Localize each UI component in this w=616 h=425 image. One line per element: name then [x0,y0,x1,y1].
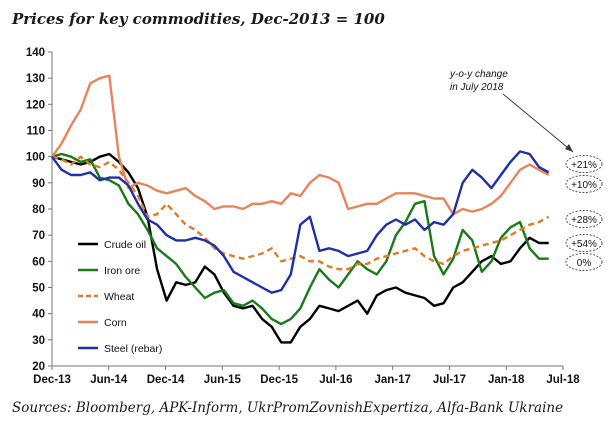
yoy-label-iron-ore: 0% [577,258,592,269]
x-tick-label: Dec-14 [147,374,185,386]
y-tick-label: 140 [26,47,45,59]
y-tick-label: 130 [26,73,45,85]
series-line-crude-oil [51,152,549,344]
y-tick-label: 80 [32,204,45,216]
y-tick-label: 20 [32,361,45,373]
x-tick-label: Jan-17 [374,374,410,386]
y-tick-label: 120 [26,99,45,111]
series-line-steel-rebar [51,150,550,294]
annotation-arrowhead [565,144,573,152]
legend-item-wheat: Wheat [78,291,134,303]
x-tick-label: Jul-16 [319,374,352,386]
yoy-badge-iron-ore: 0% [565,253,603,271]
source-note: Sources: Bloomberg, APK-Inform, UkrPromZ… [12,400,563,416]
y-tick-label: 60 [32,256,45,268]
plot-area: 20 30 40 50 60 70 80 90 100 110 120 130 140 Dec-13 Ju… [26,47,580,386]
y-tick-label: 40 [32,309,45,321]
legend-label-crude-oil: Crude oil [104,239,146,251]
y-tick-label: 90 [32,178,45,190]
yoy-badge-corn: +21% [565,155,603,173]
x-tick-label: Jan-18 [488,374,525,386]
y-tick-label: 30 [32,335,45,347]
legend-item-crude-oil: Crude oil [78,239,146,251]
yoy-label-steel: +10% [571,180,597,191]
x-tick-label: Jul-17 [433,374,466,386]
series-line-iron-ore [51,152,549,326]
legend-label-corn: Corn [104,317,127,329]
y-tick-label: 110 [26,126,45,138]
series-line-wheat [51,155,550,271]
annotation-arrow [502,93,574,153]
y-tick-label: 50 [32,283,45,295]
x-tick-label: Dec-13 [33,374,71,386]
yoy-label-crude-oil: +54% [571,239,597,250]
legend-item-steel: Steel (rebar) [78,343,162,355]
yoy-label-wheat: +28% [571,215,597,226]
legend: Crude oil Iron ore Wheat Corn Steel (reb… [78,239,162,355]
yoy-badge-steel: +10% [565,175,603,193]
legend-label-wheat: Wheat [104,291,134,303]
x-tick-label: Jul-18 [546,374,580,386]
x-tick-label: Jun-15 [204,374,242,386]
series-lines [51,74,550,344]
x-tick-label: Jun-14 [90,374,128,386]
y-axis-ticks: 20 30 40 50 60 70 80 90 100 110 120 130 140 [26,47,52,373]
x-axis-ticks: Dec-13 Jun-14 Dec-14 Jun-15 Dec-15 Jul-16 Jan-… [33,366,580,386]
yoy-label-corn: +21% [571,160,597,171]
yoy-badge-wheat: +28% [565,210,603,228]
legend-label-iron-ore: Iron ore [104,265,140,277]
annotation-line-2: in July 2018 [450,82,504,93]
yoy-badges: +21% +10% +28% +54% 0% [565,155,603,271]
yoy-badge-crude-oil: +54% [565,234,603,252]
x-tick-label: Dec-15 [260,374,298,386]
legend-label-steel: Steel (rebar) [104,343,162,355]
legend-item-corn: Corn [78,317,127,329]
chart-title: Prices for key commodities, Dec-2013 = 1… [11,10,385,28]
annotation-line-1: y-o-y change [449,69,508,80]
y-tick-label: 70 [32,230,45,242]
legend-item-iron-ore: Iron ore [78,265,140,277]
series-line-corn [51,74,550,216]
y-tick-label: 100 [26,152,45,164]
